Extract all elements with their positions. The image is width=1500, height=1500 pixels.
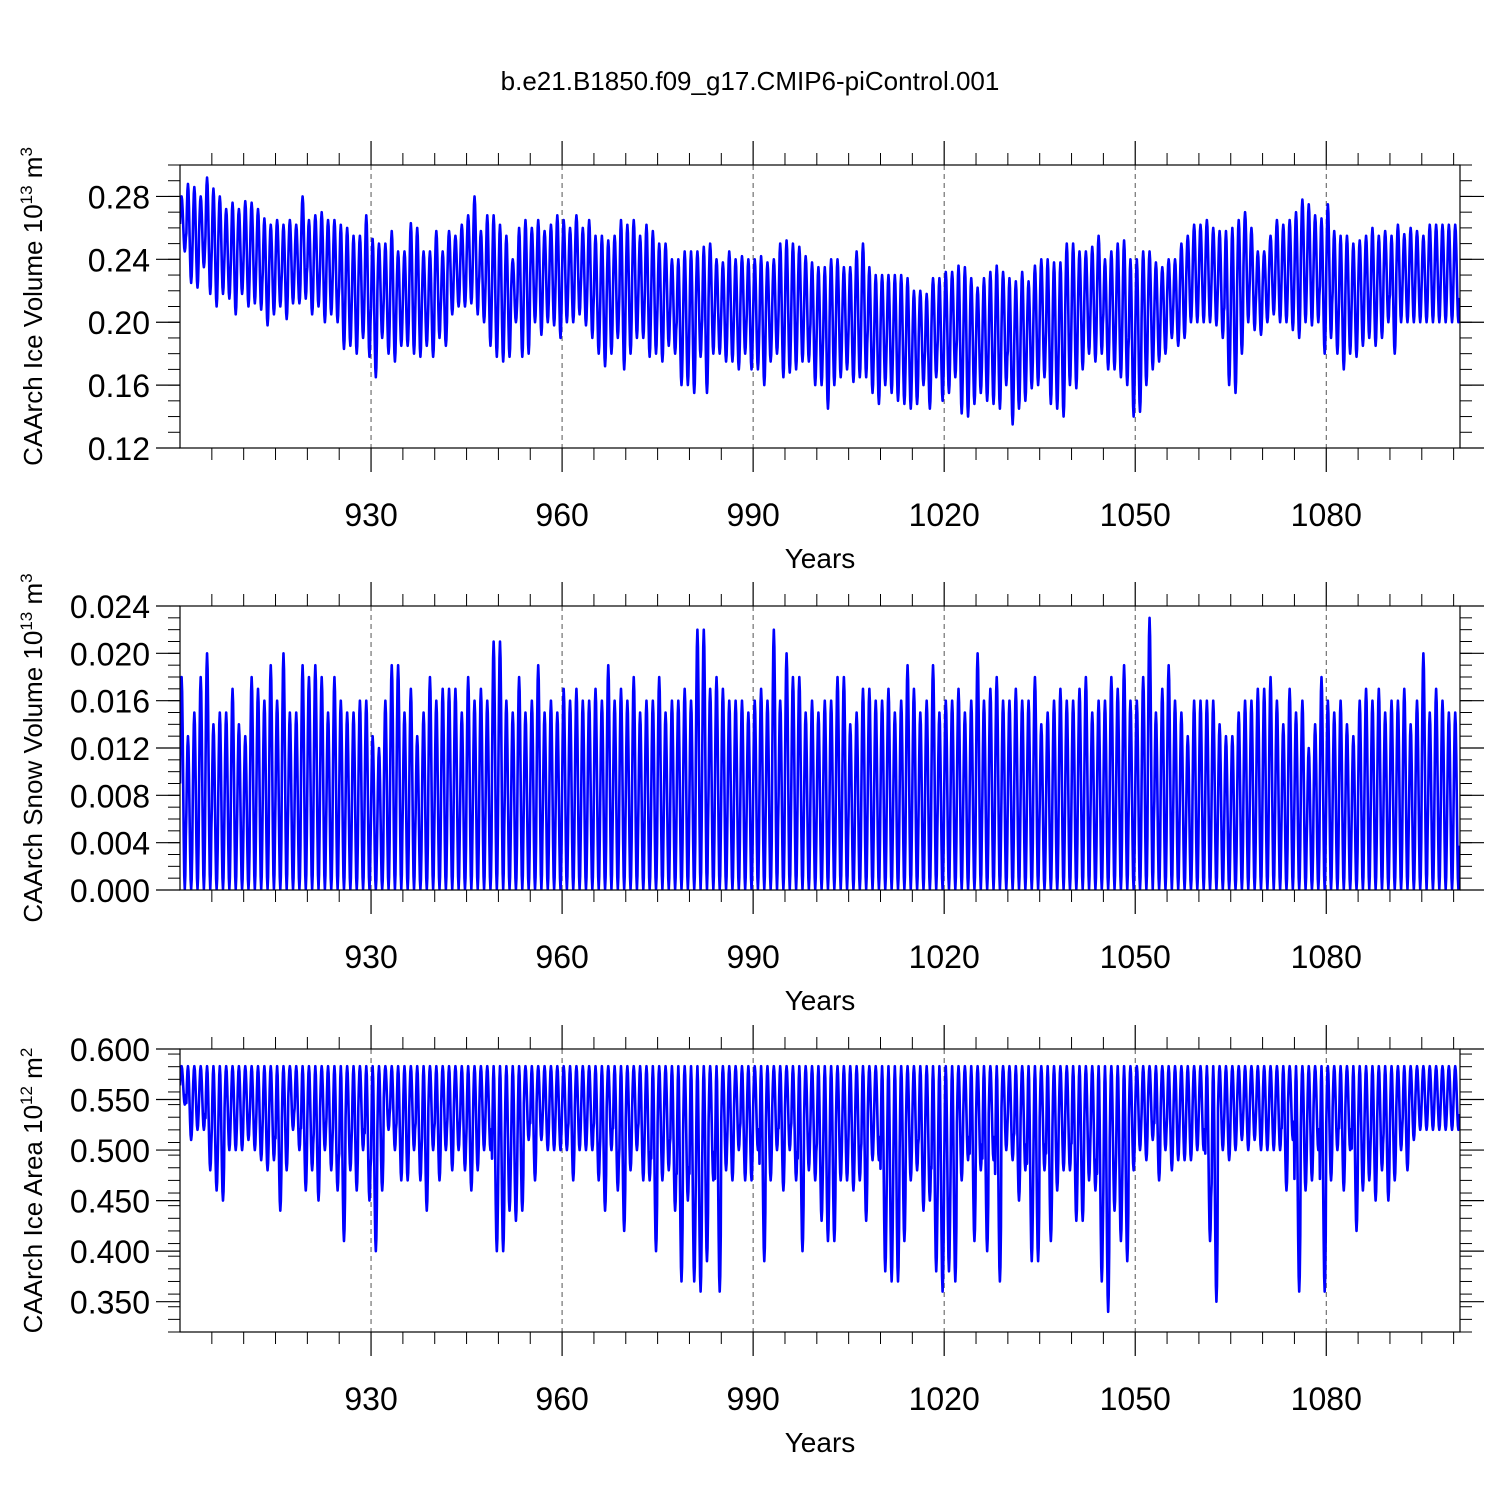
x-tick-label: 960 [535, 939, 588, 975]
y-axis-label: CAArch Snow Volume 1013 m3 [17, 573, 48, 922]
x-tick-label: 930 [344, 497, 397, 533]
x-axis-label: Years [785, 543, 856, 574]
panels: 930 960 990 1020 1050 1080 0.12 0.16 0.20 0.24 0.2… [17, 141, 1484, 1458]
y-tick-label: 0.450 [70, 1184, 150, 1220]
y-axis-label-part: m [18, 157, 48, 186]
y-tick-label: 0.16 [88, 368, 150, 404]
y-axis-label-part: m [18, 583, 48, 612]
chart-panel-3: 930 960 990 1020 1050 1080 0.350 0.400 0.450 0.50… [17, 1025, 1484, 1458]
y-axis-label: CAArch Ice Area 1012 m2 [17, 1048, 48, 1334]
y-tick-label: 0.016 [70, 684, 150, 720]
x-tick-label: 1080 [1291, 1381, 1362, 1417]
x-axis-label: Years [785, 985, 856, 1016]
y-axis-label-superscript: 13 [17, 612, 36, 631]
y-axis-label-part: CAArch Snow Volume 10 [18, 631, 48, 923]
x-tick-label: 1080 [1291, 497, 1362, 533]
x-tick-label: 930 [344, 939, 397, 975]
y-axis-label-superscript: 3 [17, 147, 36, 156]
x-tick-label: 990 [726, 497, 779, 533]
x-tick-label: 1050 [1100, 1381, 1171, 1417]
chart-panel-2: 930 960 990 1020 1050 1080 0.000 0.004 0.008 0.01… [17, 573, 1484, 1016]
y-axis-label-superscript: 3 [17, 573, 36, 582]
y-axis-label-part: CAArch Ice Volume 10 [18, 204, 48, 466]
y-tick-label: 0.000 [70, 873, 150, 909]
y-tick-label: 0.024 [70, 589, 150, 625]
x-tick-label: 990 [726, 939, 779, 975]
y-tick-label: 0.020 [70, 636, 150, 672]
y-tick-label: 0.008 [70, 778, 150, 814]
y-tick-label: 0.600 [70, 1032, 150, 1068]
x-tick-label: 1020 [909, 497, 980, 533]
x-tick-label: 1020 [909, 939, 980, 975]
y-tick-label: 0.20 [88, 305, 150, 341]
data-series-line [180, 616, 1460, 890]
y-axis-label: CAArch Ice Volume 1013 m3 [17, 147, 48, 466]
x-tick-label: 1020 [909, 1381, 980, 1417]
data-series-line [180, 1064, 1460, 1314]
y-tick-label: 0.550 [70, 1083, 150, 1119]
x-tick-label: 960 [535, 1381, 588, 1417]
x-tick-label: 960 [535, 497, 588, 533]
y-tick-label: 0.350 [70, 1285, 150, 1321]
y-tick-label: 0.24 [88, 242, 150, 278]
y-axis-label-superscript: 13 [17, 185, 36, 204]
figure-title: b.e21.B1850.f09_g17.CMIP6-piControl.001 [501, 66, 1000, 96]
x-axis-label: Years [785, 1427, 856, 1458]
y-tick-label: 0.28 [88, 179, 150, 215]
y-axis-label-part: CAArch Ice Area 10 [18, 1105, 48, 1333]
plot-frame [179, 1048, 1461, 1333]
y-axis-label-part: m [18, 1057, 48, 1086]
x-tick-label: 1050 [1100, 939, 1171, 975]
x-tick-label: 1050 [1100, 497, 1171, 533]
y-tick-label: 0.400 [70, 1234, 150, 1270]
y-tick-label: 0.12 [88, 431, 150, 467]
chart-panel-1: 930 960 990 1020 1050 1080 0.12 0.16 0.20 0.24 0.2… [17, 141, 1484, 574]
x-tick-label: 930 [344, 1381, 397, 1417]
y-tick-label: 0.012 [70, 731, 150, 767]
x-tick-label: 990 [726, 1381, 779, 1417]
y-tick-label: 0.004 [70, 826, 150, 862]
y-axis-label-superscript: 2 [17, 1048, 36, 1057]
y-tick-label: 0.500 [70, 1133, 150, 1169]
data-series-line [180, 176, 1460, 426]
x-tick-label: 1080 [1291, 939, 1362, 975]
y-axis-label-superscript: 12 [17, 1086, 36, 1105]
